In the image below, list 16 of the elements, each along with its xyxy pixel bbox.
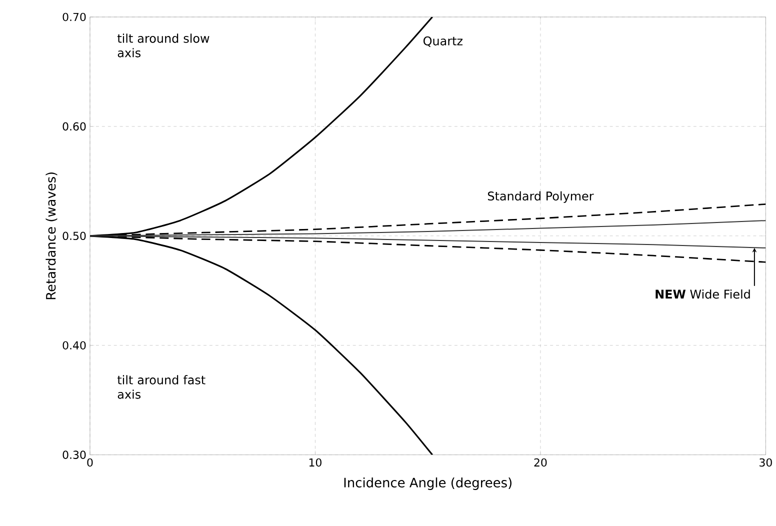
x-tick-label: 0 [87, 458, 93, 467]
y-tick-label: 0.30 [62, 450, 86, 460]
y-tick-label: 0.70 [62, 12, 86, 22]
annotation: Quartz [424, 36, 462, 47]
y-axis-title: Retardance (waves) [46, 172, 58, 300]
annotation: tilt around slow axis [117, 34, 210, 58]
annotation: tilt around fast axis [117, 375, 206, 399]
x-tick-label: 30 [760, 458, 772, 467]
annotation: NEW Wide Field [656, 290, 750, 299]
x-tick-label: 10 [309, 458, 322, 467]
y-tick-label: 0.40 [62, 341, 86, 350]
annotation: Standard Polymer [488, 191, 594, 203]
x-tick-label: 20 [534, 458, 547, 467]
y-tick-label: 0.50 [62, 232, 86, 240]
x-axis-title: Incidence Angle (degrees) [344, 478, 512, 490]
y-tick-label: 0.60 [62, 122, 86, 131]
